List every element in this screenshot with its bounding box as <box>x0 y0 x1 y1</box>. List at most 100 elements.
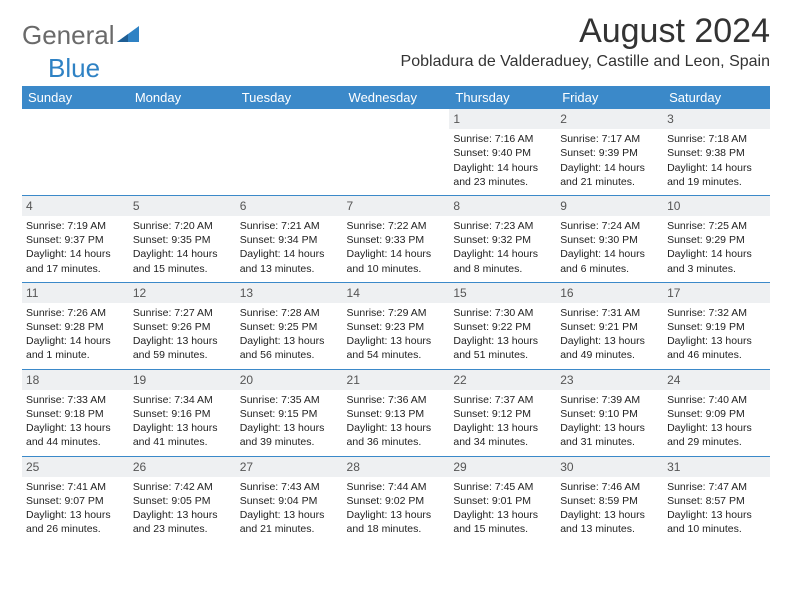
calendar-cell: 23Sunrise: 7:39 AMSunset: 9:10 PMDayligh… <box>556 369 663 456</box>
sunrise-line: Sunrise: 7:35 AM <box>240 393 339 407</box>
daylight-line: Daylight: 13 hours and 56 minutes. <box>240 334 339 362</box>
daylight-line: Daylight: 13 hours and 49 minutes. <box>560 334 659 362</box>
calendar-cell: 30Sunrise: 7:46 AMSunset: 8:59 PMDayligh… <box>556 456 663 542</box>
calendar-cell: 27Sunrise: 7:43 AMSunset: 9:04 PMDayligh… <box>236 456 343 542</box>
daylight-line: Daylight: 13 hours and 18 minutes. <box>347 508 446 536</box>
day-number: 25 <box>22 457 129 477</box>
weekday-header: Monday <box>129 86 236 109</box>
sunset-line: Sunset: 9:23 PM <box>347 320 446 334</box>
sunrise-line: Sunrise: 7:21 AM <box>240 219 339 233</box>
calendar-cell: 10Sunrise: 7:25 AMSunset: 9:29 PMDayligh… <box>663 195 770 282</box>
daylight-line: Daylight: 13 hours and 13 minutes. <box>560 508 659 536</box>
weekday-header: Saturday <box>663 86 770 109</box>
sunrise-line: Sunrise: 7:25 AM <box>667 219 766 233</box>
sunset-line: Sunset: 9:16 PM <box>133 407 232 421</box>
sunset-line: Sunset: 9:10 PM <box>560 407 659 421</box>
sunset-line: Sunset: 9:40 PM <box>453 146 552 160</box>
calendar-cell: 2Sunrise: 7:17 AMSunset: 9:39 PMDaylight… <box>556 109 663 195</box>
daylight-line: Daylight: 13 hours and 41 minutes. <box>133 421 232 449</box>
sunset-line: Sunset: 9:25 PM <box>240 320 339 334</box>
sunrise-line: Sunrise: 7:31 AM <box>560 306 659 320</box>
sunrise-line: Sunrise: 7:47 AM <box>667 480 766 494</box>
calendar-cell: 9Sunrise: 7:24 AMSunset: 9:30 PMDaylight… <box>556 195 663 282</box>
calendar-cell: 15Sunrise: 7:30 AMSunset: 9:22 PMDayligh… <box>449 282 556 369</box>
sunset-line: Sunset: 9:18 PM <box>26 407 125 421</box>
day-number: 17 <box>663 283 770 303</box>
sunrise-line: Sunrise: 7:39 AM <box>560 393 659 407</box>
calendar-cell: 7Sunrise: 7:22 AMSunset: 9:33 PMDaylight… <box>343 195 450 282</box>
weekday-header: Friday <box>556 86 663 109</box>
day-number: 7 <box>343 196 450 216</box>
calendar-row: 18Sunrise: 7:33 AMSunset: 9:18 PMDayligh… <box>22 369 770 456</box>
sunrise-line: Sunrise: 7:46 AM <box>560 480 659 494</box>
daylight-line: Daylight: 13 hours and 44 minutes. <box>26 421 125 449</box>
day-number: 16 <box>556 283 663 303</box>
sunrise-line: Sunrise: 7:37 AM <box>453 393 552 407</box>
sunset-line: Sunset: 9:38 PM <box>667 146 766 160</box>
sunrise-line: Sunrise: 7:19 AM <box>26 219 125 233</box>
daylight-line: Daylight: 14 hours and 15 minutes. <box>133 247 232 275</box>
daylight-line: Daylight: 14 hours and 21 minutes. <box>560 161 659 189</box>
calendar-row: 1 Sunrise: 7:16 AMSunset: 9:40 PM Daylight… <box>22 109 770 195</box>
day-number: 29 <box>449 457 556 477</box>
sunrise-line: Sunrise: 7:26 AM <box>26 306 125 320</box>
daylight-line: Daylight: 13 hours and 15 minutes. <box>453 508 552 536</box>
calendar-cell: 17Sunrise: 7:32 AMSunset: 9:19 PMDayligh… <box>663 282 770 369</box>
sunrise-line: Sunrise: 7:16 AM <box>453 132 552 146</box>
day-number: 13 <box>236 283 343 303</box>
sunset-line: Sunset: 9:28 PM <box>26 320 125 334</box>
sunset-line: Sunset: 8:59 PM <box>560 494 659 508</box>
sunset-line: Sunset: 9:32 PM <box>453 233 552 247</box>
day-number: 11 <box>22 283 129 303</box>
sunset-line: Sunset: 9:02 PM <box>347 494 446 508</box>
sunset-line: Sunset: 9:35 PM <box>133 233 232 247</box>
sunset-line: Sunset: 9:34 PM <box>240 233 339 247</box>
sunrise-line: Sunrise: 7:44 AM <box>347 480 446 494</box>
daylight-line: Daylight: 13 hours and 21 minutes. <box>240 508 339 536</box>
calendar-cell <box>343 109 450 195</box>
sunrise-line: Sunrise: 7:42 AM <box>133 480 232 494</box>
day-number: 2 <box>556 109 663 129</box>
calendar-cell: 3Sunrise: 7:18 AMSunset: 9:38 PMDaylight… <box>663 109 770 195</box>
daylight-line: Daylight: 13 hours and 26 minutes. <box>26 508 125 536</box>
day-number: 10 <box>663 196 770 216</box>
day-number: 4 <box>22 196 129 216</box>
day-number: 8 <box>449 196 556 216</box>
calendar-cell: 19Sunrise: 7:34 AMSunset: 9:16 PMDayligh… <box>129 369 236 456</box>
sunrise-line: Sunrise: 7:41 AM <box>26 480 125 494</box>
daylight-line: Daylight: 14 hours and 10 minutes. <box>347 247 446 275</box>
calendar-cell: 31Sunrise: 7:47 AMSunset: 8:57 PMDayligh… <box>663 456 770 542</box>
calendar-cell: 14Sunrise: 7:29 AMSunset: 9:23 PMDayligh… <box>343 282 450 369</box>
calendar-cell: 5Sunrise: 7:20 AMSunset: 9:35 PMDaylight… <box>129 195 236 282</box>
calendar-row: 4Sunrise: 7:19 AMSunset: 9:37 PMDaylight… <box>22 195 770 282</box>
daylight-line: Daylight: 13 hours and 54 minutes. <box>347 334 446 362</box>
calendar-cell: 28Sunrise: 7:44 AMSunset: 9:02 PMDayligh… <box>343 456 450 542</box>
weekday-header: Tuesday <box>236 86 343 109</box>
calendar-cell: 25Sunrise: 7:41 AMSunset: 9:07 PMDayligh… <box>22 456 129 542</box>
day-number: 27 <box>236 457 343 477</box>
day-number: 18 <box>22 370 129 390</box>
sunrise-line: Sunrise: 7:20 AM <box>133 219 232 233</box>
sunset-line: Sunset: 9:19 PM <box>667 320 766 334</box>
sunset-line: Sunset: 9:30 PM <box>560 233 659 247</box>
day-number: 23 <box>556 370 663 390</box>
sunrise-line: Sunrise: 7:23 AM <box>453 219 552 233</box>
calendar-cell <box>129 109 236 195</box>
calendar-page: General August 2024 Pobladura de Valdera… <box>0 0 792 542</box>
day-number: 6 <box>236 196 343 216</box>
calendar-cell: 4Sunrise: 7:19 AMSunset: 9:37 PMDaylight… <box>22 195 129 282</box>
calendar-cell: 6Sunrise: 7:21 AMSunset: 9:34 PMDaylight… <box>236 195 343 282</box>
calendar-cell: 8Sunrise: 7:23 AMSunset: 9:32 PMDaylight… <box>449 195 556 282</box>
day-number: 3 <box>663 109 770 129</box>
day-number: 1 <box>449 109 556 129</box>
month-title: August 2024 <box>401 12 770 51</box>
day-number: 19 <box>129 370 236 390</box>
weekday-header: Sunday <box>22 86 129 109</box>
sunrise-line: Sunrise: 7:27 AM <box>133 306 232 320</box>
calendar-cell: 1Sunrise: 7:16 AMSunset: 9:40 PMDaylight… <box>449 109 556 195</box>
daylight-line: Daylight: 13 hours and 34 minutes. <box>453 421 552 449</box>
day-number: 31 <box>663 457 770 477</box>
daylight-line: Daylight: 14 hours and 19 minutes. <box>667 161 766 189</box>
daylight-line: Daylight: 13 hours and 36 minutes. <box>347 421 446 449</box>
daylight-line: Daylight: 14 hours and 17 minutes. <box>26 247 125 275</box>
